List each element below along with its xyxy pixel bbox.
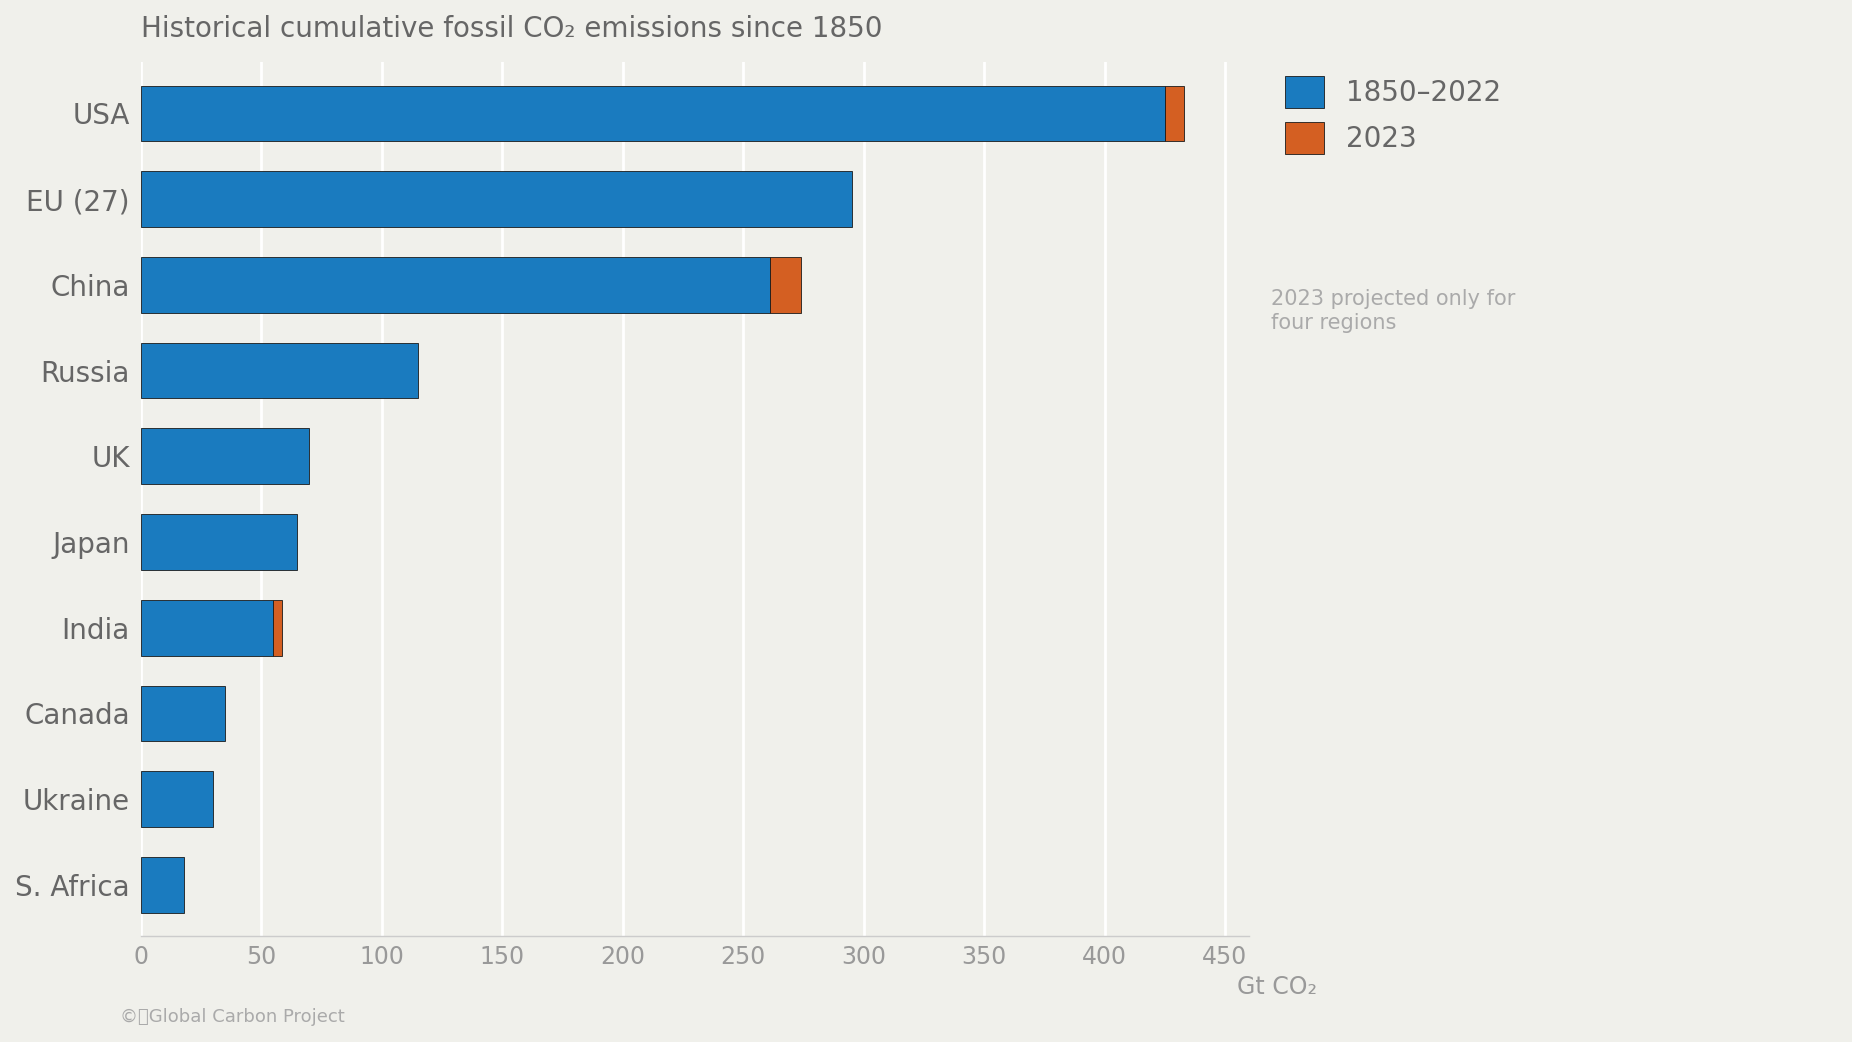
Bar xyxy=(141,428,309,485)
Text: ©ⓇGlobal Carbon Project: ©ⓇGlobal Carbon Project xyxy=(120,1009,344,1026)
Text: 2023 projected only for
four regions: 2023 projected only for four regions xyxy=(1270,290,1515,332)
Text: Historical cumulative fossil CO₂ emissions since 1850: Historical cumulative fossil CO₂ emissio… xyxy=(141,15,882,43)
Legend: 1850–2022, 2023: 1850–2022, 2023 xyxy=(1285,76,1502,154)
Bar xyxy=(141,343,419,398)
Bar xyxy=(141,85,1165,142)
Bar xyxy=(141,257,770,313)
Bar xyxy=(141,514,298,570)
Bar xyxy=(141,600,274,655)
Bar xyxy=(141,171,852,227)
Bar xyxy=(141,858,183,913)
Bar xyxy=(141,771,213,827)
Bar xyxy=(770,257,800,313)
Bar xyxy=(274,600,282,655)
Text: Gt CO₂: Gt CO₂ xyxy=(1237,975,1317,999)
Bar xyxy=(1165,85,1183,142)
Bar xyxy=(141,686,226,741)
